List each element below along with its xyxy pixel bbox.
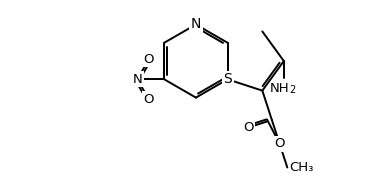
Text: CH₃: CH₃: [289, 161, 313, 174]
Text: O: O: [144, 93, 154, 106]
Text: N: N: [191, 17, 201, 32]
Text: NH: NH: [270, 82, 290, 95]
Text: O: O: [144, 53, 154, 66]
Text: S: S: [223, 72, 232, 86]
Text: O: O: [274, 137, 285, 150]
Text: N: N: [132, 73, 142, 86]
Text: O: O: [243, 121, 253, 134]
Text: 2: 2: [289, 85, 296, 95]
